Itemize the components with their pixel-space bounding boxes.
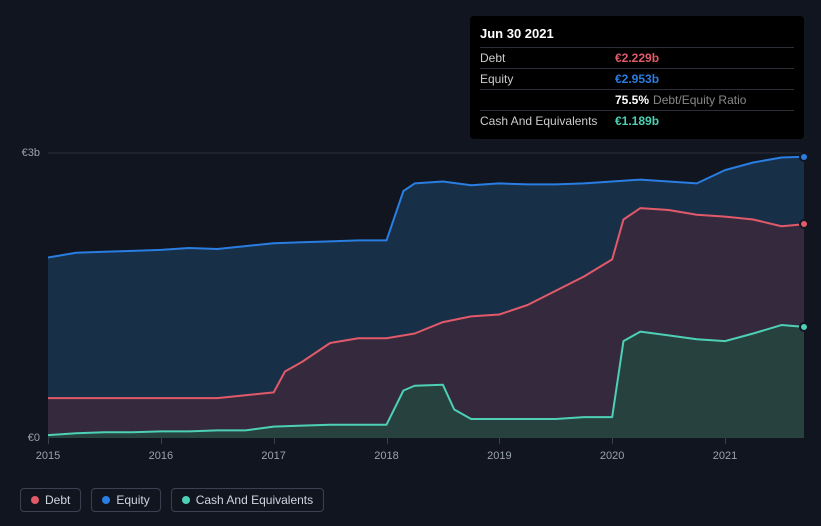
tooltip-row-value: €2.953b [615, 72, 659, 86]
tooltip-row-label [480, 93, 615, 107]
tooltip-row: Debt€2.229b [480, 47, 794, 68]
tooltip-row: Equity€2.953b [480, 68, 794, 89]
legend-dot-icon [31, 496, 39, 504]
tooltip-row-label: Cash And Equivalents [480, 114, 615, 128]
tooltip-row-extra: Debt/Equity Ratio [653, 93, 746, 107]
tooltip-row: 75.5% Debt/Equity Ratio [480, 89, 794, 110]
legend-dot-icon [102, 496, 110, 504]
legend-item-label: Cash And Equivalents [196, 493, 313, 507]
legend-item-debt[interactable]: Debt [20, 488, 81, 512]
series-end-marker-debt [799, 219, 809, 229]
tooltip-row-value: 75.5% [615, 93, 649, 107]
chart-tooltip: Jun 30 2021 Debt€2.229bEquity€2.953b75.5… [470, 16, 804, 139]
chart-legend: Debt Equity Cash And Equivalents [20, 488, 324, 512]
chart-plot-area[interactable] [48, 134, 804, 438]
legend-item-equity[interactable]: Equity [91, 488, 160, 512]
financial-chart: Jun 30 2021 Debt€2.229bEquity€2.953b75.5… [0, 0, 821, 526]
x-axis-tick-label: 2015 [36, 450, 60, 462]
x-axis-tick-label: 2019 [487, 450, 511, 462]
tooltip-row-label: Debt [480, 51, 615, 65]
x-axis-tick-label: 2017 [261, 450, 285, 462]
legend-dot-icon [182, 496, 190, 504]
x-axis-tick-label: 2020 [600, 450, 624, 462]
y-axis-tick-label: €3b [22, 147, 40, 159]
legend-item-cash[interactable]: Cash And Equivalents [171, 488, 324, 512]
x-axis-tick-label: 2021 [713, 450, 737, 462]
legend-item-label: Equity [116, 493, 149, 507]
x-axis-tick-label: 2016 [149, 450, 173, 462]
series-end-marker-cash [799, 322, 809, 332]
tooltip-row-value: €2.229b [615, 51, 659, 65]
tooltip-row-label: Equity [480, 72, 615, 86]
x-axis-tick-label: 2018 [374, 450, 398, 462]
legend-item-label: Debt [45, 493, 70, 507]
tooltip-row: Cash And Equivalents€1.189b [480, 110, 794, 131]
tooltip-date: Jun 30 2021 [480, 22, 794, 47]
y-axis-tick-label: €0 [28, 432, 40, 444]
series-end-marker-equity [799, 152, 809, 162]
tooltip-row-value: €1.189b [615, 114, 659, 128]
